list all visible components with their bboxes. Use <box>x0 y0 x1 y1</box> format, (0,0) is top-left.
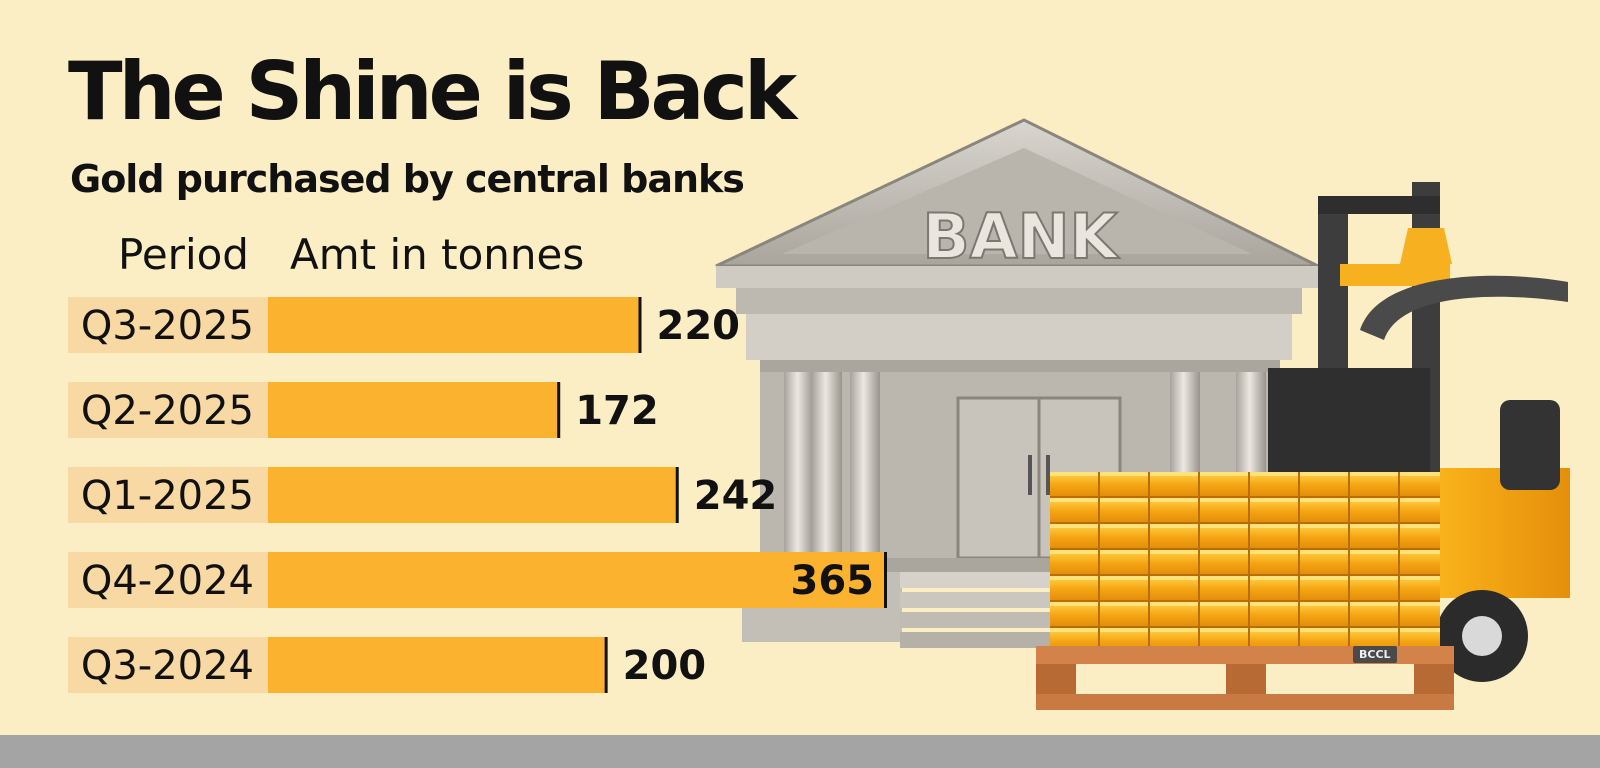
bar-end-line <box>604 637 608 693</box>
period-label-band <box>68 382 268 438</box>
value-label: 365 <box>791 558 875 604</box>
bar-end-line <box>557 382 561 438</box>
chart-title: The Shine is Back <box>68 45 797 138</box>
chart-subtitle: Gold purchased by central banks <box>70 157 745 201</box>
bar-end-line <box>884 552 887 608</box>
bar-end-line <box>675 467 679 523</box>
period-label: Q3-2025 <box>81 303 254 349</box>
value-label: 172 <box>575 388 659 434</box>
period-label: Q3-2024 <box>81 643 254 689</box>
amount-column-header: Amt in tonnes <box>290 230 585 279</box>
period-column-header: Period <box>118 230 249 279</box>
value-label: 220 <box>656 303 740 349</box>
bar <box>268 552 886 608</box>
bank-illustration: BANK <box>715 118 1319 648</box>
bar <box>268 637 607 693</box>
value-label: 242 <box>694 473 778 519</box>
bars-layer: Q3-2025 220 Q2-2025 172 Q1-2025 242 Q4-2024 365… <box>68 297 887 693</box>
bar <box>268 467 678 523</box>
footer-strip <box>0 735 1600 768</box>
bar <box>268 382 560 438</box>
period-label: Q1-2025 <box>81 473 254 519</box>
bar <box>268 297 641 353</box>
period-label-band <box>68 297 268 353</box>
value-label: 200 <box>623 643 707 689</box>
bar-end-line <box>638 297 642 353</box>
forklift-illustration <box>1036 182 1570 710</box>
period-label-band <box>68 467 268 523</box>
period-label: Q2-2025 <box>81 388 254 434</box>
period-label-band <box>68 552 268 608</box>
period-label: Q4-2024 <box>81 558 254 604</box>
bank-sign-text: BANK <box>922 200 1119 273</box>
photo-credit: BCCL <box>1353 646 1397 663</box>
period-label-band <box>68 637 268 693</box>
